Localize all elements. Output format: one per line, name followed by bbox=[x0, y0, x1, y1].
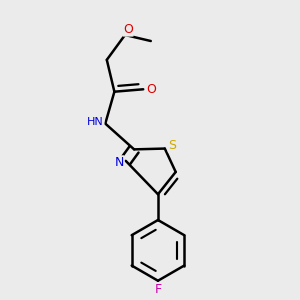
Text: O: O bbox=[123, 23, 133, 36]
Text: O: O bbox=[146, 83, 156, 96]
Text: S: S bbox=[168, 139, 176, 152]
Text: HN: HN bbox=[87, 117, 104, 128]
Text: F: F bbox=[154, 283, 161, 296]
Text: N: N bbox=[114, 156, 124, 169]
